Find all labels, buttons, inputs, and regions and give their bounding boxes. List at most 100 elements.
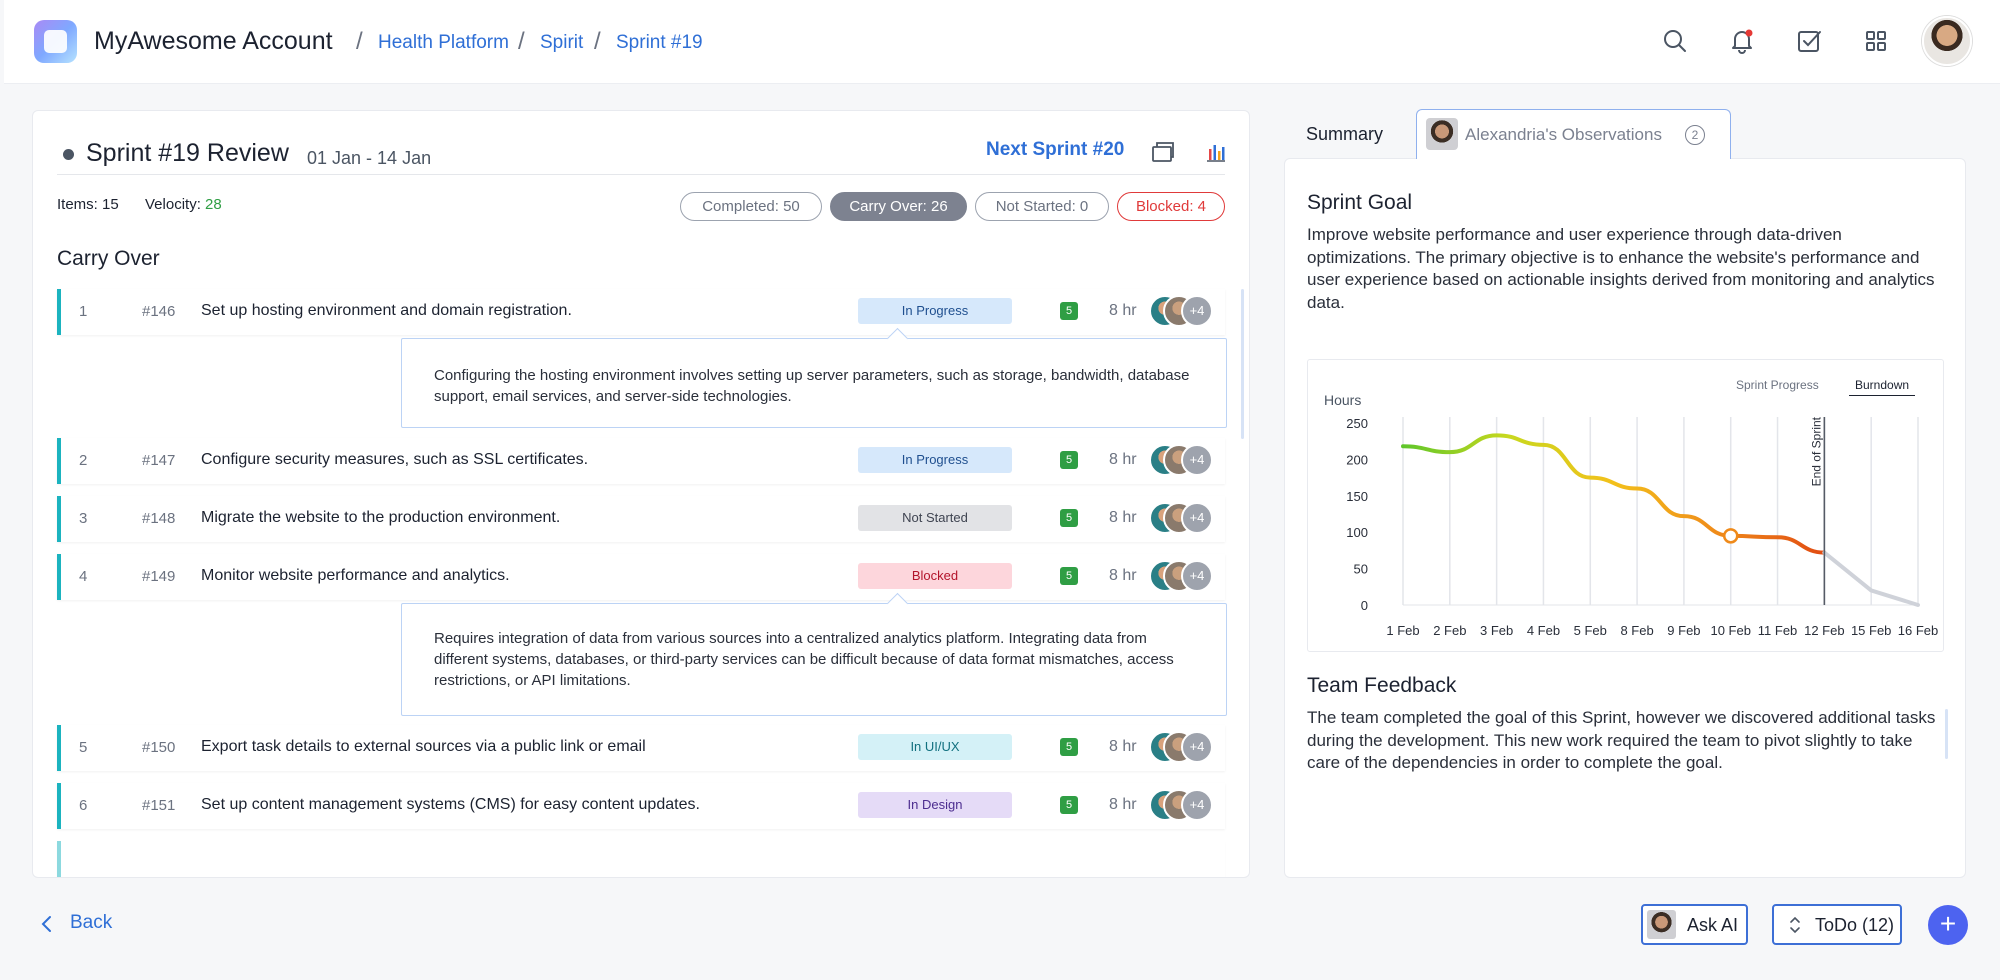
sprint-goal-title: Sprint Goal [1307, 191, 1413, 214]
sprint-goal-text: Improve website performance and user exp… [1307, 225, 1935, 312]
task-hours: 8 hr [1109, 738, 1137, 755]
projection-series-line [1822, 550, 1920, 607]
task-detail-text: Requires integration of data from variou… [434, 630, 1174, 689]
next-sprint-link[interactable]: Next Sprint #20 [986, 139, 1125, 160]
burndown-series-line [1401, 433, 1827, 555]
tab-observations-label: Alexandria's Observations [1465, 125, 1662, 144]
assignee-avatars[interactable]: +4 [1149, 560, 1225, 594]
status-badge[interactable]: Blocked [858, 563, 1012, 589]
x-tick-label: 8 Feb [1620, 623, 1653, 638]
task-row[interactable]: 5 #150 Export task details to external s… [57, 725, 1225, 771]
task-id[interactable]: #147 [142, 452, 176, 469]
more-assignees-badge[interactable]: +4 [1181, 444, 1213, 476]
x-tick-label: 12 Feb [1804, 623, 1844, 638]
avatar [1647, 910, 1676, 939]
task-row[interactable]: 6 #151 Set up content management systems… [57, 783, 1225, 829]
breadcrumb-spirit[interactable]: Spirit [540, 32, 584, 53]
task-row[interactable]: 2 #147 Configure security measures, such… [57, 438, 1225, 484]
velocity-value: 28 [205, 196, 222, 213]
task-number: 3 [79, 510, 88, 527]
task-id[interactable]: #148 [142, 510, 176, 527]
scrollbar[interactable] [1241, 289, 1244, 439]
assignee-avatars[interactable]: +4 [1149, 444, 1225, 478]
more-assignees-badge[interactable]: +4 [1181, 295, 1213, 327]
bell-icon[interactable] [1727, 26, 1757, 56]
more-assignees-badge[interactable]: +4 [1181, 502, 1213, 534]
status-badge[interactable]: In Design [858, 792, 1012, 818]
filter-completed[interactable]: Completed: 50 [680, 192, 822, 221]
avatar [1426, 118, 1458, 150]
task-detail-popover: Configuring the hosting environment invo… [401, 338, 1227, 428]
ask-ai-label: Ask AI [1687, 915, 1739, 935]
breadcrumb-sprint-19[interactable]: Sprint #19 [616, 32, 703, 53]
task-number: 6 [79, 797, 88, 814]
breadcrumb-health-platform[interactable]: Health Platform [378, 32, 509, 53]
tab-summary[interactable]: Summary [1306, 124, 1384, 144]
assignee-avatars[interactable]: +4 [1149, 502, 1225, 536]
task-id[interactable]: #150 [142, 739, 176, 756]
more-assignees-badge[interactable]: +4 [1181, 731, 1213, 763]
task-row[interactable]: 3 #148 Migrate the website to the produc… [57, 496, 1225, 542]
assignee-avatars[interactable]: +4 [1149, 295, 1225, 329]
add-button[interactable]: + [1928, 905, 1968, 945]
y-tick-label: 150 [1346, 489, 1368, 504]
checklist-icon[interactable] [1794, 26, 1824, 56]
x-tick-label: 4 Feb [1527, 623, 1560, 638]
filter-not-started[interactable]: Not Started: 0 [975, 192, 1109, 221]
filter-blocked[interactable]: Blocked: 4 [1117, 192, 1225, 221]
chart-tab-sprint-progress[interactable]: Sprint Progress [1736, 378, 1819, 392]
status-badge[interactable]: In UI/UX [858, 734, 1012, 760]
y-tick-label: 200 [1346, 452, 1368, 467]
items-count: Items: 15 [57, 196, 119, 213]
more-assignees-badge[interactable]: +4 [1181, 789, 1213, 821]
task-row[interactable]: 4 #149 Monitor website performance and a… [57, 554, 1225, 600]
assignee-avatars[interactable]: +4 [1149, 789, 1225, 823]
status-badge[interactable]: In Progress [858, 447, 1012, 473]
velocity-label-text: Velocity: [145, 196, 201, 213]
y-tick-label: 0 [1361, 598, 1368, 613]
status-badge[interactable]: In Progress [858, 298, 1012, 324]
assignee-avatars[interactable]: +4 [1149, 731, 1225, 765]
todo-button[interactable]: ToDo (12) [1772, 904, 1902, 945]
task-detail-popover: Requires integration of data from variou… [401, 603, 1227, 716]
task-hours: 8 hr [1109, 796, 1137, 813]
search-icon[interactable] [1660, 26, 1690, 56]
user-avatar[interactable] [1922, 16, 1972, 66]
ask-ai-button[interactable]: Ask AI [1641, 904, 1748, 945]
apps-grid-icon[interactable] [1861, 26, 1891, 56]
task-hours: 8 hr [1109, 509, 1137, 526]
chart-tab-burndown[interactable]: Burndown [1849, 378, 1916, 396]
chevron-left-icon [41, 916, 51, 932]
more-assignees-badge[interactable]: +4 [1181, 560, 1213, 592]
tab-observations[interactable]: Alexandria's Observations 2 [1416, 109, 1731, 159]
account-title[interactable]: MyAwesome Account [94, 27, 333, 55]
task-row[interactable]: 1 #146 Set up hosting environment and do… [57, 289, 1225, 335]
task-id[interactable]: #146 [142, 303, 176, 320]
task-number: 1 [79, 303, 88, 320]
status-badge[interactable]: Not Started [858, 505, 1012, 531]
divider [57, 174, 1225, 175]
task-hours: 8 hr [1109, 451, 1137, 468]
task-title: Set up hosting environment and domain re… [201, 302, 572, 319]
task-number: 5 [79, 739, 88, 756]
task-id[interactable]: #151 [142, 797, 176, 814]
end-of-sprint-label: End of Sprint [1809, 416, 1823, 486]
story-points-badge: 5 [1060, 567, 1078, 585]
breadcrumb-separator: / [594, 28, 601, 55]
x-tick-label: 5 Feb [1574, 623, 1607, 638]
data-point-marker [1722, 528, 1739, 544]
story-points-badge: 5 [1060, 451, 1078, 469]
task-hours: 8 hr [1109, 302, 1137, 319]
task-row-partial[interactable] [57, 841, 1225, 877]
task-detail-text: Configuring the hosting environment invo… [434, 367, 1190, 405]
task-hours: 8 hr [1109, 567, 1137, 584]
scrollbar[interactable] [1945, 709, 1948, 759]
bar-chart-icon[interactable] [1205, 141, 1227, 163]
summary-panel: Sprint Goal Improve website performance … [1284, 158, 1966, 878]
task-id[interactable]: #149 [142, 568, 176, 585]
story-points-badge: 5 [1060, 302, 1078, 320]
filter-carry-over[interactable]: Carry Over: 26 [830, 192, 967, 221]
window-stack-icon[interactable] [1151, 141, 1175, 163]
app-logo[interactable] [34, 20, 77, 63]
todo-label: ToDo (12) [1815, 915, 1895, 935]
